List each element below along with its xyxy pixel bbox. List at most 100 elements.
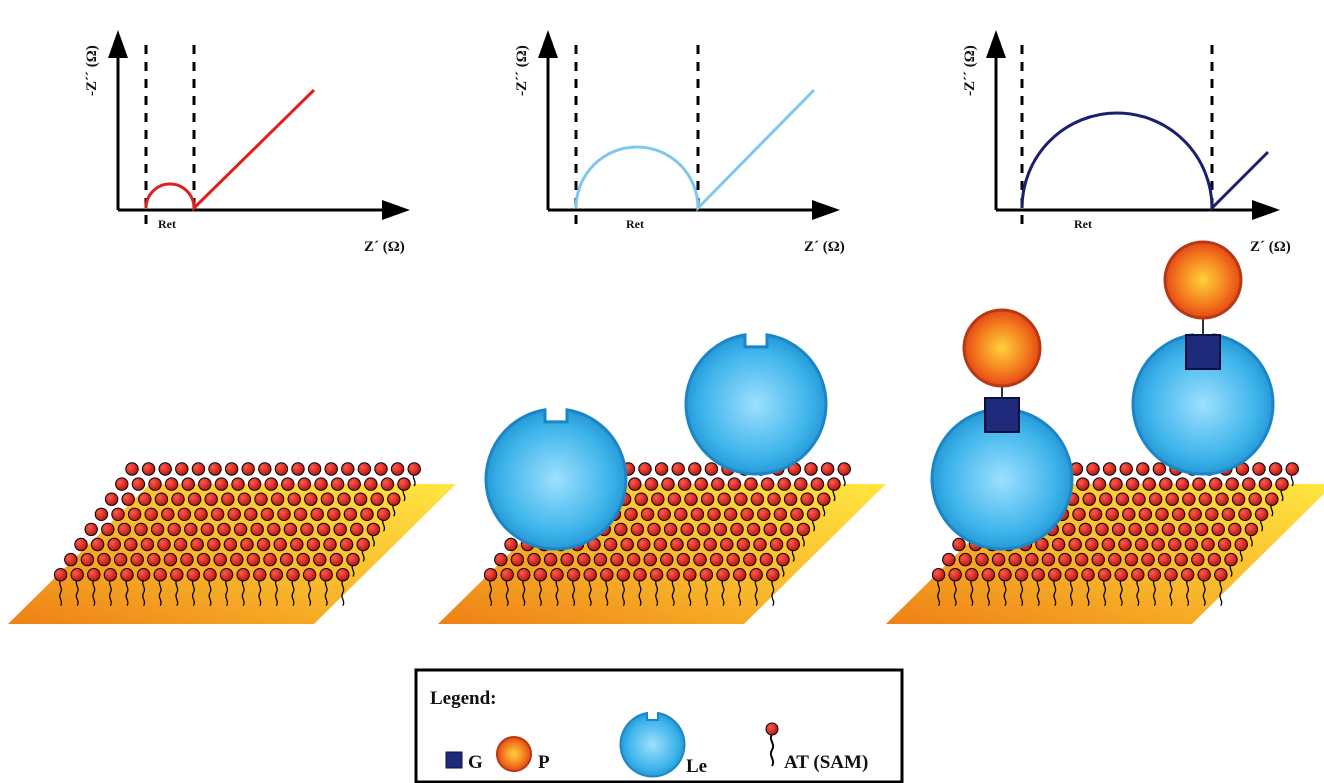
sam-head <box>713 522 728 537</box>
sam-head <box>353 492 368 506</box>
sam-head <box>357 462 372 476</box>
sam-tail <box>274 579 278 607</box>
sam-head <box>1244 522 1259 537</box>
sam-head <box>1138 507 1153 521</box>
sam-head <box>1086 462 1100 476</box>
sam-head <box>1180 568 1195 582</box>
sam-head <box>644 477 659 491</box>
sam-head <box>1165 492 1179 506</box>
legend-title: Legend: <box>430 688 497 709</box>
sam-head <box>258 462 272 476</box>
sam-head <box>300 522 314 537</box>
sam-head <box>302 568 317 582</box>
sam-head <box>550 568 564 582</box>
sam-head <box>1141 552 1155 567</box>
sam-head <box>281 477 295 491</box>
sam-head <box>111 507 125 521</box>
ret-label: Ret <box>1074 217 1092 231</box>
lectin-sphere <box>484 408 628 551</box>
sam-head <box>777 477 791 491</box>
sam-head <box>649 568 664 582</box>
sam-head <box>376 507 391 521</box>
sam-head <box>1159 477 1173 491</box>
sam-head <box>267 522 281 537</box>
sam-head <box>97 552 111 567</box>
sam-head <box>1214 568 1228 582</box>
sam-tail <box>704 579 708 607</box>
sam-tail <box>241 579 245 607</box>
sam-head <box>104 492 119 506</box>
sam-head <box>637 537 651 552</box>
sam-head <box>760 477 775 491</box>
sam-head <box>1095 522 1109 537</box>
y-axis-arrow-icon <box>986 30 1006 58</box>
sam-head <box>171 492 185 506</box>
sam-head <box>661 477 675 491</box>
sam-head <box>543 552 558 567</box>
sam-head <box>600 568 614 582</box>
sam-head <box>207 537 221 552</box>
sam-tail <box>638 579 642 607</box>
sam-head <box>603 537 618 552</box>
sam-tail <box>1219 579 1223 607</box>
sam-head <box>577 552 591 567</box>
sam-head <box>991 552 1006 567</box>
x-axis-label: Z´ (Ω) <box>804 239 845 255</box>
sam-head <box>1128 522 1142 537</box>
sam-head <box>1182 492 1196 506</box>
sam-tail <box>953 579 957 607</box>
sam-head <box>360 507 374 521</box>
sam-head <box>684 492 698 506</box>
sam-head <box>341 462 355 476</box>
sam-head <box>1091 552 1105 567</box>
sam-head <box>504 537 518 552</box>
sam-head <box>1152 462 1167 476</box>
sam-head <box>1248 492 1262 506</box>
sam-head <box>690 507 705 521</box>
sam-head <box>1151 537 1165 552</box>
sam-tail <box>341 579 345 607</box>
sam-head <box>730 522 744 537</box>
sam-head <box>324 462 338 476</box>
sam-head <box>141 462 156 476</box>
sam-head <box>214 477 229 491</box>
sam-head <box>194 507 208 521</box>
sam-head <box>210 507 225 521</box>
sam-head <box>796 522 811 537</box>
sam-head <box>820 462 835 476</box>
sam-head <box>700 492 715 506</box>
sam-head <box>1285 462 1299 476</box>
sam-head <box>647 522 661 537</box>
sam-tail <box>225 579 229 607</box>
sam-head <box>948 568 962 582</box>
sam-head <box>1234 537 1248 552</box>
sam-head <box>270 492 285 506</box>
sam-head <box>981 568 996 582</box>
sam-tail <box>191 579 195 607</box>
sam-tail <box>142 579 146 607</box>
sam-head <box>124 537 138 552</box>
sam-head <box>186 568 201 582</box>
sam-head <box>164 477 179 491</box>
sam-head <box>643 552 657 567</box>
sam-tail <box>505 579 509 607</box>
sam-head <box>1197 568 1211 582</box>
sam-head <box>624 507 638 521</box>
sam-head <box>670 537 684 552</box>
sam-head <box>1097 568 1112 582</box>
sam-tail <box>1020 579 1024 607</box>
sam-tail <box>555 579 559 607</box>
y-axis-label: -Z´´ (Ω) <box>962 45 978 96</box>
sam-head <box>1224 552 1238 567</box>
sam-head <box>663 522 678 537</box>
sam-head <box>610 552 624 567</box>
sam-head <box>759 552 774 567</box>
sam-head <box>1142 477 1156 491</box>
sam-head <box>131 477 146 491</box>
sam-head <box>203 568 217 582</box>
sam-head <box>660 552 674 567</box>
sam-tail <box>738 579 742 607</box>
legend-label-p: P <box>538 752 550 773</box>
sam-head <box>560 552 574 567</box>
sam-head <box>113 552 128 567</box>
